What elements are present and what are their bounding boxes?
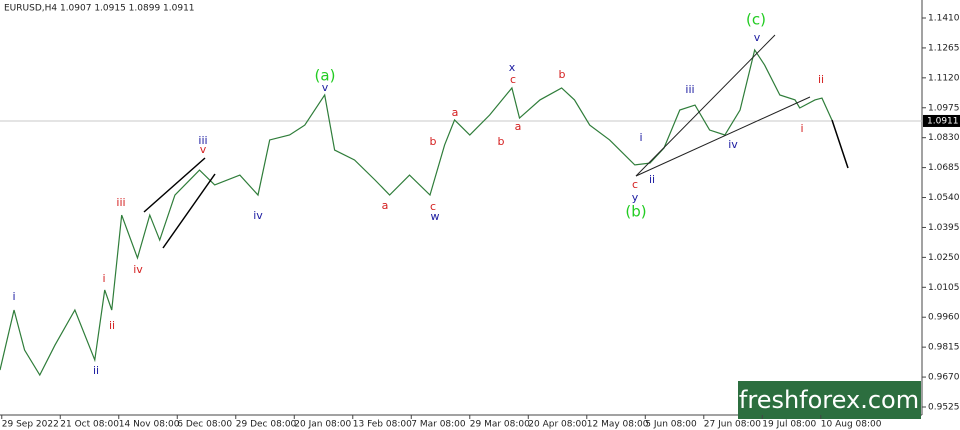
y-tick-label: 0.9670 bbox=[928, 373, 960, 383]
wave-label: iii bbox=[198, 134, 207, 147]
current-price-label: 1.0911 bbox=[927, 116, 959, 126]
y-tick-label: 1.1265 bbox=[928, 43, 960, 53]
watermark-box bbox=[738, 381, 921, 419]
y-tick-label: 1.1410 bbox=[928, 13, 960, 23]
x-tick-label: 21 Oct 08:00 bbox=[60, 420, 119, 430]
wave-label: ii bbox=[818, 73, 824, 86]
wave-label: (b) bbox=[625, 203, 646, 221]
wave-label: x bbox=[509, 61, 516, 74]
wave-label: a bbox=[382, 199, 389, 212]
wave-label: i bbox=[102, 272, 105, 285]
wave-label: c bbox=[430, 200, 436, 213]
x-tick-label: 14 Nov 08:00 bbox=[119, 420, 180, 430]
wave-label: a bbox=[515, 120, 522, 133]
wedge-line bbox=[635, 34, 776, 177]
wave-label: (c) bbox=[746, 11, 766, 29]
wave-label: c bbox=[510, 73, 516, 86]
x-tick-label: 5 Jun 08:00 bbox=[645, 420, 697, 430]
x-tick-label: 6 Dec 08:00 bbox=[177, 420, 232, 430]
x-tick-label: 10 Aug 08:00 bbox=[821, 420, 882, 430]
wave-label: b bbox=[430, 135, 437, 148]
y-tick-label: 1.0685 bbox=[928, 163, 960, 173]
y-tick-label: 1.0540 bbox=[928, 193, 960, 203]
y-tick-label: 0.9525 bbox=[928, 402, 960, 412]
x-tick-label: 27 Jun 08:00 bbox=[704, 420, 761, 430]
wave-label: i bbox=[12, 290, 15, 303]
plot bbox=[0, 48, 922, 377]
header: EURUSD,H4 1.0907 1.0915 1.0899 1.0911 bbox=[4, 4, 195, 14]
x-tick-label: 7 Mar 08:00 bbox=[411, 420, 466, 430]
y-tick-label: 1.0395 bbox=[928, 223, 960, 233]
wave-label: b bbox=[498, 135, 505, 148]
price-line bbox=[0, 48, 833, 377]
y-tick-label: 0.9815 bbox=[928, 343, 960, 353]
y-tick-label: 1.0830 bbox=[928, 133, 960, 143]
wave-label: i bbox=[800, 122, 803, 135]
wave-label: b bbox=[559, 68, 566, 81]
y-tick-label: 1.0975 bbox=[928, 103, 960, 113]
wave-label: ii bbox=[109, 319, 115, 332]
forecast-arrow bbox=[831, 119, 849, 169]
x-tick-label: 19 Jul 08:00 bbox=[762, 420, 816, 430]
current-price-box bbox=[923, 114, 960, 127]
wave-label: ii bbox=[649, 173, 655, 186]
y-tick-label: 1.1120 bbox=[928, 73, 960, 83]
x-tick-label: 20 Jan 08:00 bbox=[294, 420, 351, 430]
wave-label: y bbox=[632, 191, 639, 204]
wave-line bbox=[162, 173, 216, 249]
wave-label: (a) bbox=[315, 67, 336, 85]
wave-label: iv bbox=[133, 263, 143, 276]
x-tick-label: 29 Dec 08:00 bbox=[236, 420, 297, 430]
wave-label: ii bbox=[93, 364, 99, 377]
y-tick-label: 1.0250 bbox=[928, 253, 960, 263]
y-tick-label: 0.9960 bbox=[928, 313, 960, 323]
wave-label: i bbox=[639, 131, 642, 144]
wave-label: iii bbox=[116, 196, 125, 209]
watermark: freshforex.com bbox=[739, 386, 919, 414]
wave-label: iv bbox=[253, 209, 263, 222]
x-tick-label: 13 Feb 08:00 bbox=[353, 420, 412, 430]
x-tick-label: 20 Apr 08:00 bbox=[528, 420, 587, 430]
wave-line bbox=[143, 157, 206, 213]
x-tick-label: 29 Sep 2022 bbox=[2, 420, 59, 430]
y-tick-label: 1.0105 bbox=[928, 283, 960, 293]
x-tick-label: 12 May 08:00 bbox=[587, 420, 649, 430]
wave-label: w bbox=[431, 210, 440, 223]
wave-label: iii bbox=[685, 83, 694, 96]
wedge-line bbox=[635, 96, 811, 177]
wave-label: c bbox=[632, 178, 638, 191]
wave-label: v bbox=[200, 143, 207, 156]
x-tick-label: 29 Mar 08:00 bbox=[470, 420, 530, 430]
wave-label: v bbox=[754, 31, 761, 44]
wave-label: iv bbox=[728, 138, 738, 151]
wave-label: a bbox=[452, 106, 459, 119]
wave-label: v bbox=[322, 81, 329, 94]
